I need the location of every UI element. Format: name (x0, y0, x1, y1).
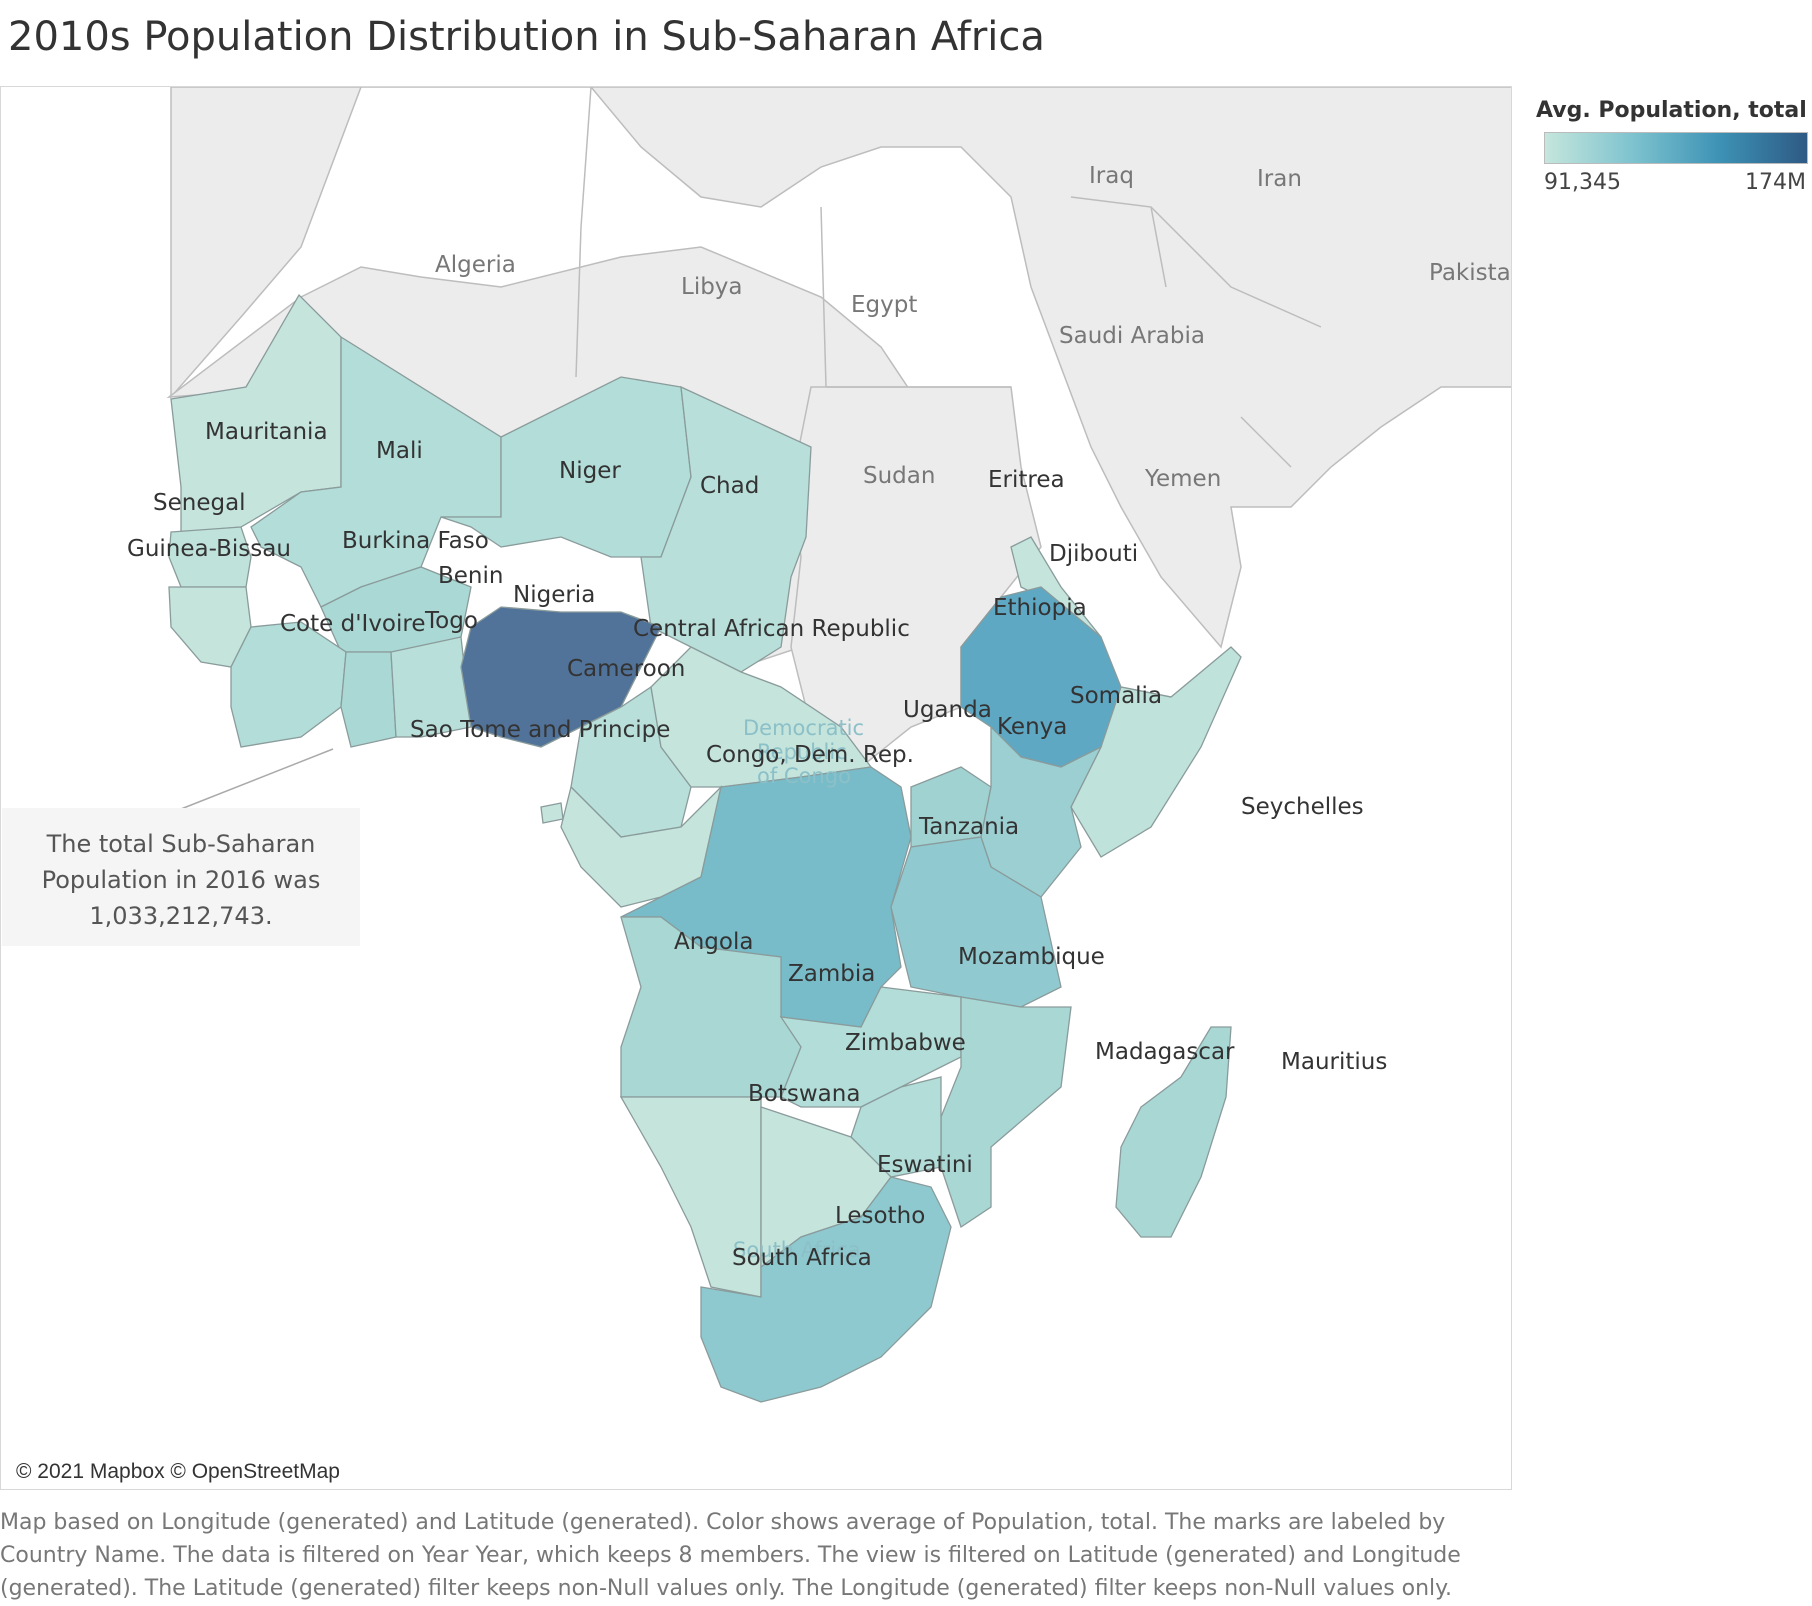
label-tanzania: Tanzania (918, 814, 1019, 840)
label-mauritius: Mauritius (1281, 1049, 1387, 1075)
north-africa-landmass (170, 87, 1511, 649)
label-congo-dem-rep: Congo, Dem. Rep. (706, 742, 914, 768)
label-togo: Togo (424, 608, 478, 634)
map-caption: Map based on Longitude (generated) and L… (0, 1510, 1461, 1601)
label-somalia: Somalia (1070, 683, 1162, 709)
country-kenya[interactable] (980, 725, 1103, 898)
label-iraq: Iraq (1089, 163, 1134, 189)
color-legend-gradient[interactable] (1544, 132, 1808, 164)
map-attribution[interactable]: © 2021 Mapbox © OpenStreetMap (8, 1456, 348, 1488)
label-djibouti: Djibouti (1049, 541, 1138, 567)
annotation-leader-line (180, 748, 334, 810)
label-chad: Chad (700, 473, 759, 499)
basemap-labels: Algeria Libya Egypt Iraq Iran Saudi Arab… (435, 163, 1512, 1262)
country-south-africa[interactable] (700, 1176, 952, 1403)
annotation-line-3: 1,033,212,743. (89, 902, 273, 930)
country-sao-tome[interactable] (540, 802, 564, 824)
label-angola: Angola (674, 929, 753, 955)
label-yemen: Yemen (1144, 466, 1221, 492)
country-madagascar[interactable] (1115, 1026, 1232, 1238)
label-zambia: Zambia (788, 961, 875, 987)
label-zimbabwe: Zimbabwe (845, 1030, 966, 1056)
label-mozambique: Mozambique (958, 944, 1105, 970)
country-niger[interactable] (440, 376, 692, 558)
map-canvas[interactable]: Algeria Libya Egypt Iraq Iran Saudi Arab… (1, 87, 1512, 1490)
label-sudan: Sudan (863, 463, 935, 489)
country-togo-benin[interactable] (390, 636, 472, 738)
country-namibia[interactable] (619, 1096, 762, 1298)
label-iran: Iran (1257, 166, 1302, 192)
legend-title: Avg. Population, total (1536, 98, 1807, 123)
country-tanzania[interactable] (890, 836, 1062, 1008)
label-car: Central African Republic (633, 616, 910, 642)
label-nigeria: Nigeria (513, 582, 595, 608)
legend-min-label: 91,345 (1544, 170, 1621, 195)
annotation-line-1: The total Sub-Saharan (46, 830, 316, 858)
label-mauritania: Mauritania (205, 419, 328, 445)
label-ethiopia: Ethiopia (993, 595, 1087, 621)
population-annotation: The total Sub-Saharan Population in 2016… (2, 808, 360, 946)
label-egypt: Egypt (851, 292, 917, 318)
label-saudi-arabia: Saudi Arabia (1059, 323, 1205, 349)
label-burkina-faso: Burkina Faso (342, 528, 489, 554)
label-drc-line2: Republic (757, 740, 847, 764)
annotation-line-2: Population in 2016 was (41, 866, 321, 894)
label-mali: Mali (376, 438, 423, 464)
map-title: 2010s Population Distribution in Sub-Sah… (8, 14, 1045, 60)
label-cameroon: Cameroon (567, 656, 685, 682)
country-malawi-mozambique[interactable] (940, 996, 1072, 1229)
label-lesotho: Lesotho (835, 1203, 925, 1229)
label-drc-line1: Democratic (743, 716, 864, 740)
label-kenya: Kenya (997, 714, 1067, 740)
label-drc-line3: of Congo (757, 764, 851, 788)
label-eswatini: Eswatini (877, 1152, 973, 1178)
label-seychelles: Seychelles (1241, 794, 1364, 820)
basemap-borders (575, 87, 1322, 468)
label-sao-tome: Sao Tome and Principe (410, 717, 670, 743)
label-south-africa: South Africa (732, 1245, 872, 1271)
basemap-land (166, 87, 1511, 768)
label-south-africa-ghost: South Africa (733, 1238, 861, 1262)
label-senegal: Senegal (153, 490, 246, 516)
label-pakistan: Pakistan (1429, 260, 1512, 286)
label-cote-divoire: Cote d'Ivoire (280, 611, 426, 637)
label-algeria: Algeria (435, 252, 516, 278)
label-uganda: Uganda (903, 697, 992, 723)
choropleth-countries (168, 293, 1242, 1403)
country-ghana[interactable] (340, 651, 397, 748)
label-madagascar: Madagascar (1095, 1039, 1235, 1065)
label-libya: Libya (681, 274, 743, 300)
sudan-region (790, 386, 1042, 768)
country-labels: Mauritania Mali Niger Chad Senegal Guine… (127, 419, 1387, 1271)
label-niger: Niger (559, 458, 621, 484)
country-cote-divoire[interactable] (230, 621, 347, 748)
label-botswana: Botswana (748, 1081, 860, 1107)
label-benin: Benin (438, 563, 503, 589)
legend-max-label: 174M (1745, 170, 1806, 195)
map-view[interactable]: Algeria Libya Egypt Iraq Iran Saudi Arab… (0, 86, 1512, 1490)
label-guinea-bissau: Guinea-Bissau (127, 536, 291, 562)
label-eritrea: Eritrea (988, 467, 1065, 493)
